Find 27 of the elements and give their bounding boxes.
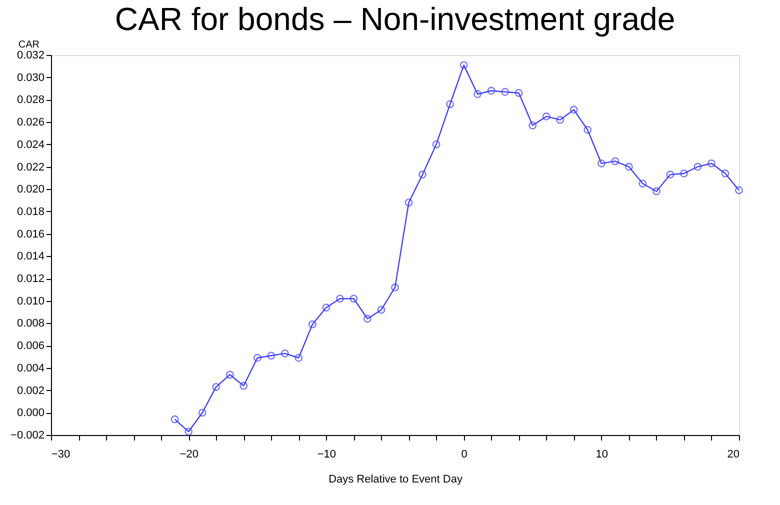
y-tick-label: 0.026 [16, 116, 44, 129]
y-tick-label: 0.010 [16, 295, 44, 308]
y-tick-label: 0.018 [16, 206, 44, 218]
y-tick-label: 0.008 [16, 318, 44, 330]
y-tick-label: 0.016 [16, 228, 44, 240]
y-tick-label: 0.004 [16, 362, 44, 374]
y-tick-label: 0.012 [16, 273, 44, 286]
y-tick-label: 0.022 [16, 161, 44, 174]
x-tick-label: 0 [461, 448, 468, 460]
y-tick-label: 0.020 [16, 184, 44, 196]
x-tick-label: −10 [317, 448, 336, 460]
x-tick-label: 20 [727, 448, 740, 460]
x-axis-title: Days Relative to Event Day [328, 474, 463, 486]
y-tick-label: 0.028 [16, 94, 44, 106]
y-tick-label: 0.014 [16, 250, 44, 263]
y-tick-label: 0.000 [16, 407, 44, 420]
x-tick-label: 10 [596, 448, 608, 460]
y-axis-title: CAR [18, 40, 40, 50]
y-tick-label: 0.024 [16, 138, 44, 151]
y-tick-label: 0.030 [16, 72, 44, 84]
x-tick-label: −30 [52, 448, 70, 460]
x-tick-label: −20 [180, 448, 198, 460]
y-tick-label: 0.002 [16, 384, 44, 397]
y-tick-label: 0.032 [16, 50, 44, 62]
chart-title: CAR for bonds – Non-investment grade [114, 1, 676, 37]
y-tick-label: 0.006 [16, 340, 44, 352]
y-tick-label: −0.002 [10, 430, 44, 442]
